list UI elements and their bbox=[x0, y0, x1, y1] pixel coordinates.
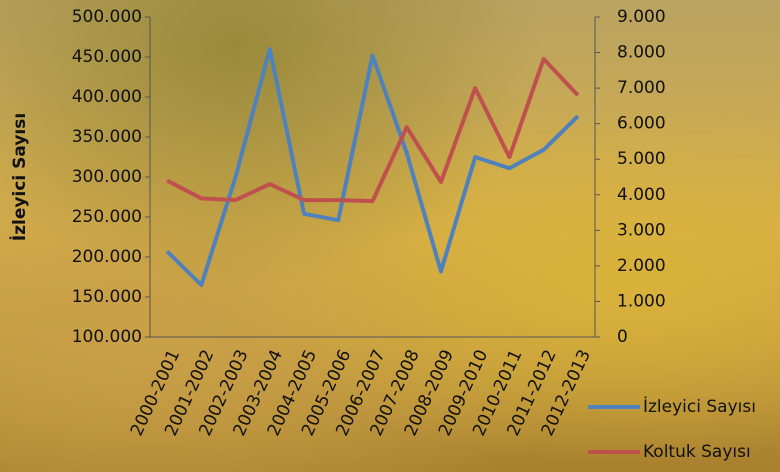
y-tick-label: 450.000 bbox=[72, 47, 142, 67]
y2-tick-label: 8.000 bbox=[617, 43, 666, 63]
y-tick-label: 250.000 bbox=[72, 207, 142, 227]
series-line bbox=[167, 59, 578, 201]
y-tick-label: 150.000 bbox=[72, 287, 142, 307]
y2-tick-label: 0 bbox=[617, 327, 628, 347]
y-axis-title: İzleyici Sayısı bbox=[8, 113, 30, 241]
y2-tick-label: 6.000 bbox=[617, 114, 666, 134]
y2-tick-label: 2.000 bbox=[617, 256, 666, 276]
y2-tick-label: 5.000 bbox=[617, 149, 666, 169]
y2-tick-label: 4.000 bbox=[617, 185, 666, 205]
y-tick-label: 400.000 bbox=[72, 87, 142, 107]
y2-tick-label: 1.000 bbox=[617, 291, 666, 311]
y-tick-label: 300.000 bbox=[72, 167, 142, 187]
chart: İzleyici Sayısı 100.000 150.000 200.000 250… bbox=[0, 0, 780, 472]
y2-tick-label: 7.000 bbox=[617, 78, 666, 98]
y-tick-label: 200.000 bbox=[72, 247, 142, 267]
series-line bbox=[167, 49, 578, 285]
legend-label: İzleyici Sayısı bbox=[643, 396, 756, 417]
y-tick-label: 100.000 bbox=[72, 327, 142, 347]
y-tick-label: 500.000 bbox=[72, 7, 142, 27]
chart-container: İzleyici Sayısı 100.000 150.000 200.000 250… bbox=[0, 0, 780, 472]
y2-tick-label: 3.000 bbox=[617, 220, 666, 240]
y2-tick-label: 9.000 bbox=[617, 7, 666, 27]
legend-label: Koltuk Sayısı bbox=[643, 442, 751, 462]
y-tick-label: 350.000 bbox=[72, 127, 142, 147]
